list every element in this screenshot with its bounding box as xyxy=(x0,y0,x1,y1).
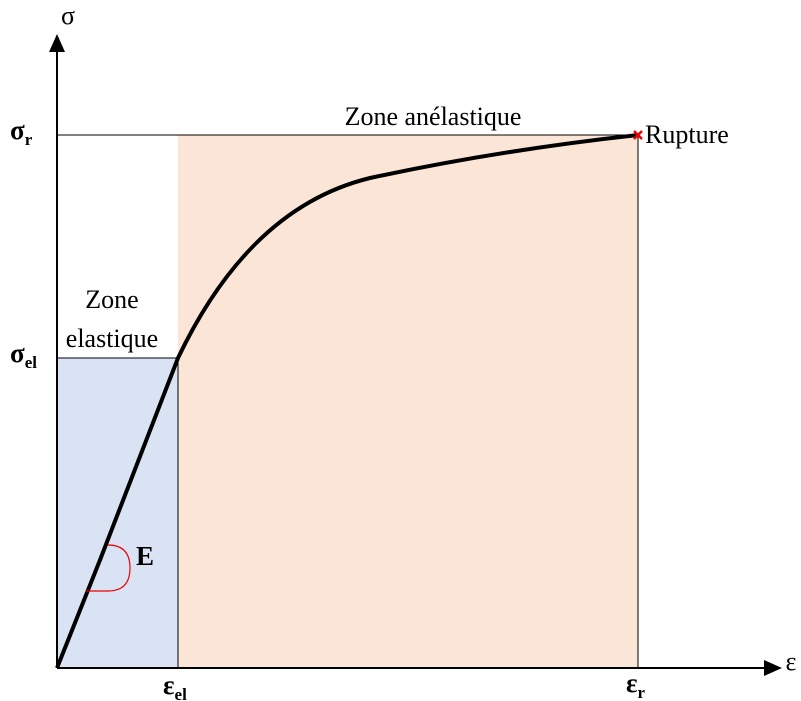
symbol: σ xyxy=(10,115,25,145)
symbol: ε xyxy=(163,670,175,700)
guide-lines xyxy=(57,134,639,668)
rupture-label: Rupture xyxy=(645,120,729,149)
sigma-el-label: σel xyxy=(10,338,37,372)
stress-strain-curve xyxy=(55,133,639,669)
epsilon-r-label: εr xyxy=(626,668,646,701)
modulus-label: E xyxy=(136,541,154,571)
sigma-r-label: σr xyxy=(10,115,33,149)
epsilon-el-label: εel xyxy=(163,670,187,701)
y-axis-label: σ xyxy=(61,1,75,30)
modulus-arc xyxy=(86,544,131,592)
zone-label: Zone xyxy=(85,285,138,314)
subscript: el xyxy=(175,685,188,701)
rupture-mark xyxy=(633,130,643,140)
zone-label: Zone anélastique xyxy=(345,102,522,131)
anelastic-zone xyxy=(178,135,638,668)
subscript: el xyxy=(25,353,38,372)
zone-label: elastique xyxy=(66,324,158,353)
symbol: σ xyxy=(10,338,25,368)
subscript: r xyxy=(638,683,646,701)
symbol: ε xyxy=(626,668,638,698)
x-axis-label: ε xyxy=(786,647,797,676)
subscript: r xyxy=(25,130,33,149)
